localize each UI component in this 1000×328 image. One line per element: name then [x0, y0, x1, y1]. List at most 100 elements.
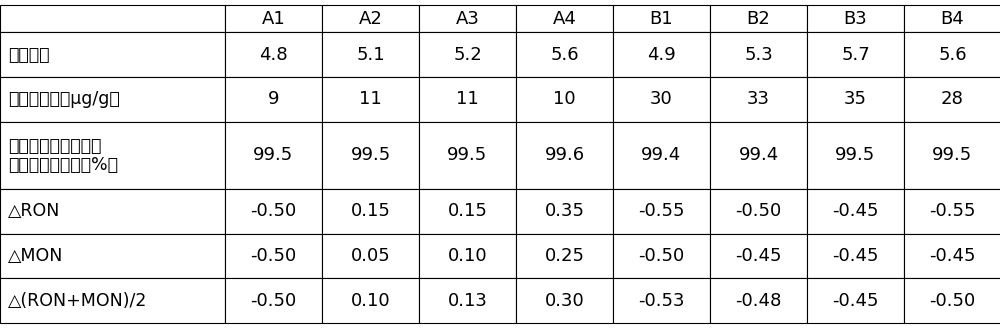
Text: 5.6: 5.6 — [938, 46, 967, 64]
Bar — [516, 32, 613, 77]
Bar — [904, 189, 1000, 234]
Bar — [904, 5, 1000, 32]
Bar — [419, 77, 516, 122]
Text: 99.5: 99.5 — [447, 146, 488, 164]
Bar — [225, 189, 322, 234]
Bar — [904, 234, 1000, 278]
Bar — [904, 32, 1000, 77]
Text: 产品汽油的收率（%）: 产品汽油的收率（%） — [8, 156, 118, 174]
Bar — [710, 32, 807, 77]
Text: -0.50: -0.50 — [735, 202, 782, 220]
Text: A2: A2 — [359, 10, 382, 28]
Text: -0.45: -0.45 — [832, 202, 879, 220]
Bar — [613, 278, 710, 323]
Bar — [419, 234, 516, 278]
Bar — [225, 32, 322, 77]
Bar — [419, 5, 516, 32]
Bar — [419, 278, 516, 323]
Bar — [322, 77, 419, 122]
Bar — [807, 122, 904, 189]
Text: 4.9: 4.9 — [647, 46, 676, 64]
Bar — [710, 122, 807, 189]
Bar — [0, 5, 225, 32]
Bar — [0, 189, 225, 234]
Bar — [807, 77, 904, 122]
Text: 5.1: 5.1 — [356, 46, 385, 64]
Text: 0.10: 0.10 — [448, 247, 487, 265]
Bar — [225, 122, 322, 189]
Text: △MON: △MON — [8, 247, 63, 265]
Bar — [613, 122, 710, 189]
Text: 11: 11 — [359, 91, 382, 108]
Bar — [0, 32, 225, 77]
Text: B3: B3 — [844, 10, 867, 28]
Bar — [0, 77, 225, 122]
Text: 99.6: 99.6 — [544, 146, 585, 164]
Bar — [322, 278, 419, 323]
Text: 0.10: 0.10 — [351, 292, 390, 310]
Text: 0.25: 0.25 — [544, 247, 584, 265]
Bar — [516, 189, 613, 234]
Bar — [904, 278, 1000, 323]
Bar — [807, 189, 904, 234]
Bar — [613, 234, 710, 278]
Text: 5.7: 5.7 — [841, 46, 870, 64]
Text: -0.50: -0.50 — [929, 292, 976, 310]
Text: B4: B4 — [941, 10, 964, 28]
Text: 4.8: 4.8 — [259, 46, 288, 64]
Bar — [322, 5, 419, 32]
Bar — [419, 189, 516, 234]
Text: 10: 10 — [553, 91, 576, 108]
Text: -0.45: -0.45 — [832, 247, 879, 265]
Text: 5.6: 5.6 — [550, 46, 579, 64]
Bar — [322, 234, 419, 278]
Text: 0.15: 0.15 — [351, 202, 390, 220]
Bar — [710, 189, 807, 234]
Bar — [904, 122, 1000, 189]
Text: 磨损指数: 磨损指数 — [8, 46, 50, 64]
Text: 0.05: 0.05 — [351, 247, 390, 265]
Text: 28: 28 — [941, 91, 964, 108]
Text: △(RON+MON)/2: △(RON+MON)/2 — [8, 292, 147, 310]
Bar — [322, 122, 419, 189]
Bar — [516, 278, 613, 323]
Text: 99.5: 99.5 — [932, 146, 973, 164]
Text: 30: 30 — [650, 91, 673, 108]
Text: -0.50: -0.50 — [250, 247, 297, 265]
Bar — [0, 278, 225, 323]
Text: -0.45: -0.45 — [832, 292, 879, 310]
Text: -0.53: -0.53 — [638, 292, 685, 310]
Bar — [807, 278, 904, 323]
Bar — [225, 234, 322, 278]
Text: 5.2: 5.2 — [453, 46, 482, 64]
Text: -0.48: -0.48 — [735, 292, 782, 310]
Bar — [807, 32, 904, 77]
Bar — [419, 32, 516, 77]
Text: A3: A3 — [456, 10, 479, 28]
Text: 99.4: 99.4 — [738, 146, 779, 164]
Bar — [516, 77, 613, 122]
Text: -0.50: -0.50 — [250, 292, 297, 310]
Text: A4: A4 — [553, 10, 576, 28]
Bar — [516, 122, 613, 189]
Text: 产品硫含量（μg/g）: 产品硫含量（μg/g） — [8, 91, 120, 108]
Text: 脱硫催化剂稳定后的: 脱硫催化剂稳定后的 — [8, 137, 101, 155]
Text: -0.45: -0.45 — [929, 247, 976, 265]
Text: 5.3: 5.3 — [744, 46, 773, 64]
Text: 0.13: 0.13 — [448, 292, 487, 310]
Text: B1: B1 — [650, 10, 673, 28]
Text: 99.4: 99.4 — [641, 146, 682, 164]
Bar — [322, 189, 419, 234]
Bar — [613, 77, 710, 122]
Text: 33: 33 — [747, 91, 770, 108]
Bar — [710, 234, 807, 278]
Text: -0.50: -0.50 — [638, 247, 685, 265]
Bar — [225, 77, 322, 122]
Text: 9: 9 — [268, 91, 279, 108]
Bar — [613, 32, 710, 77]
Bar — [516, 234, 613, 278]
Bar — [322, 32, 419, 77]
Text: 0.30: 0.30 — [545, 292, 584, 310]
Bar — [710, 5, 807, 32]
Bar — [225, 278, 322, 323]
